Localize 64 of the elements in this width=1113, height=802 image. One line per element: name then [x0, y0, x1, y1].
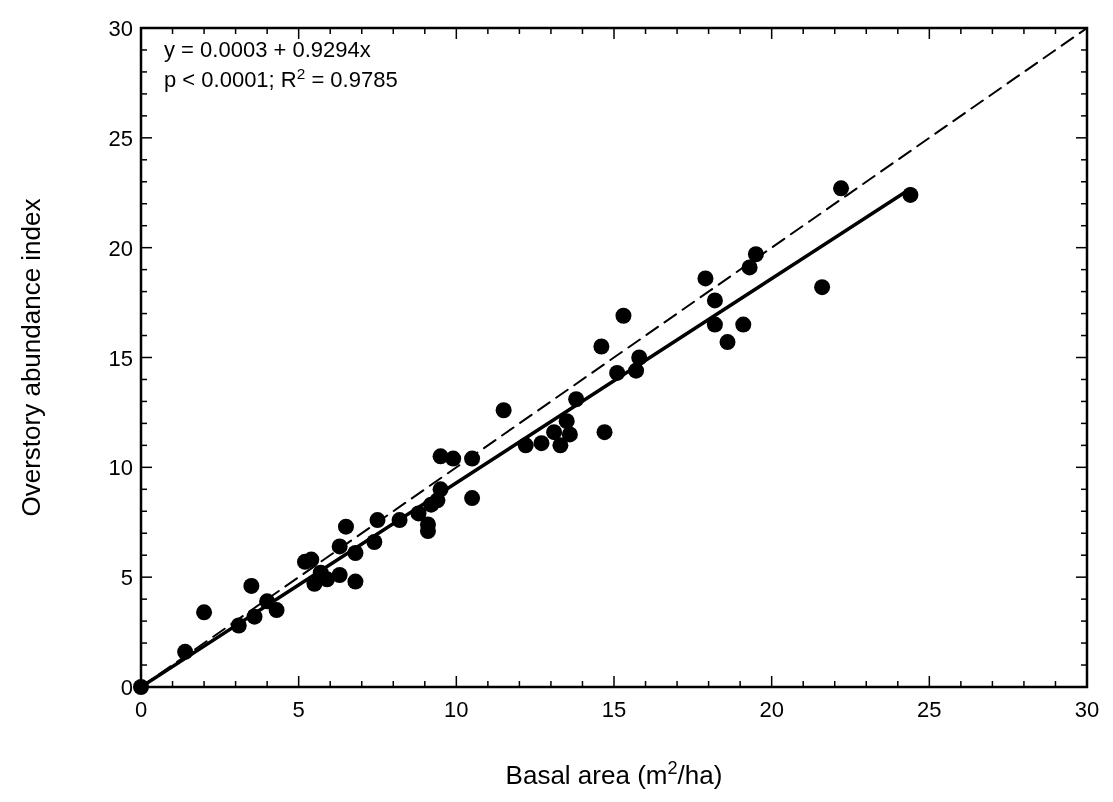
point — [410, 505, 427, 522]
point — [495, 402, 512, 419]
point — [697, 270, 714, 287]
point — [631, 349, 648, 366]
point — [347, 545, 364, 561]
point — [243, 577, 260, 594]
annotation: p < 0.0001; R$^{2}$ = 0.9785 — [164, 64, 398, 92]
point — [558, 413, 575, 430]
point — [546, 424, 563, 441]
x-tick-label: 5 — [292, 697, 305, 722]
x-axis-title: Basal area (m$^{2}$/ha) — [505, 758, 723, 790]
point — [366, 534, 383, 550]
point — [609, 364, 626, 381]
y-tick-label: 5 — [120, 565, 133, 591]
point — [445, 450, 462, 467]
y-tick-label: 20 — [108, 235, 133, 261]
point — [319, 571, 336, 588]
point — [391, 512, 408, 529]
point — [735, 316, 752, 333]
x-tick-label: 10 — [444, 697, 469, 722]
point — [259, 593, 276, 610]
point — [719, 334, 736, 351]
point — [347, 573, 364, 590]
point — [517, 437, 534, 454]
point — [568, 391, 585, 408]
point — [464, 450, 481, 467]
point — [561, 426, 578, 443]
point — [246, 608, 263, 625]
point — [706, 316, 723, 333]
annotation: y = 0.0003 + 0.9294x — [164, 37, 371, 62]
point — [331, 566, 348, 583]
point — [593, 338, 610, 355]
point — [133, 679, 149, 695]
y-tick-label: 10 — [108, 455, 133, 481]
point — [596, 424, 613, 441]
point — [552, 437, 569, 454]
point — [533, 435, 550, 452]
x-tick-label: 25 — [917, 697, 942, 722]
y-axis-title: Overstory abundance index — [16, 198, 46, 517]
point — [814, 279, 831, 296]
point — [369, 512, 386, 529]
point — [337, 518, 354, 535]
point — [833, 180, 850, 197]
point — [747, 246, 764, 263]
point — [177, 643, 194, 660]
y-tick-label: 25 — [108, 125, 133, 151]
x-tick-label: 15 — [601, 697, 627, 722]
y-tick-label: 30 — [108, 16, 133, 41]
point — [303, 551, 320, 568]
point — [196, 604, 213, 621]
x-tick-label: 30 — [1074, 697, 1100, 722]
point — [268, 602, 285, 619]
point — [464, 490, 481, 507]
y-tick-label: 15 — [108, 345, 133, 371]
x-tick-label: 20 — [759, 697, 784, 722]
point — [706, 292, 723, 309]
point — [628, 362, 645, 379]
point — [230, 617, 247, 634]
y-tick-label: 0 — [120, 675, 133, 700]
point — [902, 186, 919, 203]
point — [331, 538, 348, 555]
point — [432, 481, 449, 498]
point — [741, 259, 758, 276]
point — [615, 307, 632, 324]
